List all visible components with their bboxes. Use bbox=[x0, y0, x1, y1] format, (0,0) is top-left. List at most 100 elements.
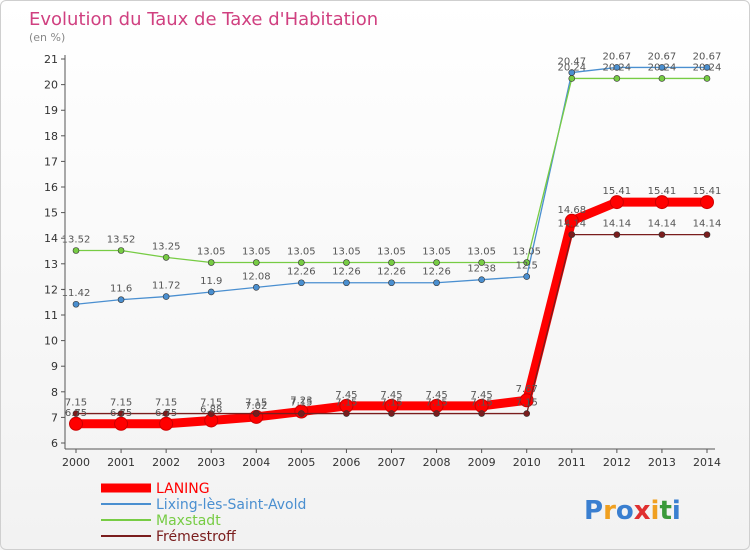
data-point bbox=[523, 273, 531, 280]
data-label: 12.08 bbox=[242, 271, 271, 282]
logo-letter: x bbox=[634, 496, 651, 526]
data-point bbox=[207, 288, 215, 296]
data-point bbox=[519, 393, 534, 408]
data-point bbox=[159, 416, 174, 431]
x-tick-label: 2006 bbox=[332, 456, 360, 469]
y-tick-label: 10 bbox=[44, 335, 58, 348]
data-label: 12.26 bbox=[377, 267, 406, 278]
chart-subtitle: (en %) bbox=[29, 31, 65, 44]
x-tick-label: 2001 bbox=[107, 456, 135, 469]
data-point bbox=[343, 279, 350, 287]
x-tick-label: 2014 bbox=[693, 456, 721, 469]
data-point bbox=[568, 75, 576, 82]
data-label: 7.45 bbox=[380, 390, 402, 401]
data-point bbox=[117, 410, 125, 417]
data-point bbox=[72, 410, 80, 417]
proxiti-logo: Proxiti bbox=[584, 496, 681, 526]
data-point bbox=[654, 195, 669, 210]
y-tick-label: 15 bbox=[44, 207, 58, 220]
x-tick-label: 2002 bbox=[152, 456, 180, 469]
data-label: 12.26 bbox=[332, 267, 361, 278]
data-labels-layer: 6.75 6.75 6.75 6.88 7.02 7.23 7.45 7.45 7.45 7.45… bbox=[62, 51, 722, 418]
data-label: 15.41 bbox=[603, 186, 632, 197]
data-point bbox=[609, 195, 624, 210]
data-point bbox=[343, 410, 350, 417]
data-label: 7.15 bbox=[65, 398, 87, 409]
y-tick-label: 8 bbox=[51, 386, 58, 399]
series-layer bbox=[69, 64, 714, 431]
data-label: 13.05 bbox=[377, 247, 406, 258]
x-tick-label: 2012 bbox=[603, 456, 631, 469]
data-label: 14.14 bbox=[603, 219, 632, 230]
data-point bbox=[433, 410, 440, 417]
data-label: 11.6 bbox=[110, 284, 132, 295]
x-tick-label: 2011 bbox=[558, 456, 586, 469]
y-tick-label: 13 bbox=[44, 258, 58, 271]
data-point bbox=[523, 259, 531, 266]
data-label: 13.05 bbox=[467, 247, 496, 258]
data-point bbox=[388, 259, 395, 266]
data-label: 11.42 bbox=[62, 288, 91, 299]
data-point bbox=[564, 213, 579, 228]
data-label: 20.24 bbox=[603, 62, 632, 73]
data-point bbox=[298, 259, 305, 266]
y-tick-label: 19 bbox=[44, 104, 58, 117]
x-tick-label: 2008 bbox=[423, 456, 451, 469]
data-label: 15.41 bbox=[693, 186, 722, 197]
data-label: 13.52 bbox=[62, 234, 91, 245]
chart-title: Evolution du Taux de Taxe d'Habitation bbox=[29, 9, 378, 30]
data-label: 7.45 bbox=[471, 390, 493, 401]
data-label: 7.15 bbox=[471, 398, 493, 409]
data-point bbox=[252, 284, 260, 291]
data-label: 20.67 bbox=[648, 51, 677, 62]
data-label: 13.05 bbox=[242, 247, 271, 258]
data-point bbox=[613, 75, 621, 82]
data-point bbox=[162, 293, 170, 300]
data-point bbox=[568, 231, 576, 238]
legend-label: Maxstadt bbox=[156, 513, 221, 529]
data-point bbox=[613, 64, 621, 71]
data-point bbox=[478, 259, 485, 266]
data-label: 13.25 bbox=[152, 241, 181, 252]
data-point bbox=[388, 410, 395, 417]
x-tick-label: 2010 bbox=[513, 456, 541, 469]
y-tick-label: 20 bbox=[44, 79, 58, 92]
data-point bbox=[433, 279, 440, 287]
logo-letter: P bbox=[584, 496, 603, 526]
data-point bbox=[162, 410, 170, 417]
data-label: 7.15 bbox=[290, 398, 312, 409]
proxiti-logo-text: Proxiti bbox=[584, 496, 681, 526]
data-label: 7.15 bbox=[110, 398, 132, 409]
y-tick-label: 21 bbox=[44, 53, 58, 66]
x-tick-label: 2013 bbox=[648, 456, 676, 469]
data-point bbox=[700, 195, 714, 210]
y-tick-label: 9 bbox=[51, 360, 58, 373]
data-label: 7.23 bbox=[290, 396, 312, 407]
logo-letter: i bbox=[672, 496, 681, 526]
data-label: 20.47 bbox=[557, 57, 586, 68]
data-label: 12.38 bbox=[467, 264, 496, 275]
data-label: 12.5 bbox=[516, 261, 538, 272]
data-point bbox=[703, 75, 711, 82]
data-label: 7.45 bbox=[335, 390, 357, 401]
y-tick-label: 6 bbox=[51, 437, 58, 450]
data-label: 13.05 bbox=[287, 247, 316, 258]
x-tick-label: 2005 bbox=[287, 456, 315, 469]
axes: 6 7 8 9 10 11 12 13 14 15 16 17 18 19 20 21 2000 2001 2002… bbox=[44, 53, 721, 469]
data-point bbox=[658, 64, 666, 71]
legend-label: Frémestroff bbox=[156, 529, 236, 545]
data-point bbox=[658, 75, 666, 82]
data-point bbox=[114, 416, 129, 431]
data-point bbox=[298, 279, 305, 287]
x-tick-label: 2007 bbox=[378, 456, 406, 469]
data-label: 13.05 bbox=[332, 247, 361, 258]
data-label: 12.26 bbox=[287, 267, 316, 278]
data-point bbox=[72, 300, 80, 308]
legend-label: LANING bbox=[156, 481, 210, 497]
data-point bbox=[433, 259, 440, 266]
data-point bbox=[703, 64, 711, 71]
data-label: 7.15 bbox=[245, 398, 267, 409]
logo-letter: i bbox=[651, 496, 660, 526]
data-label: 12.26 bbox=[422, 267, 451, 278]
data-label: 6.88 bbox=[200, 404, 222, 415]
